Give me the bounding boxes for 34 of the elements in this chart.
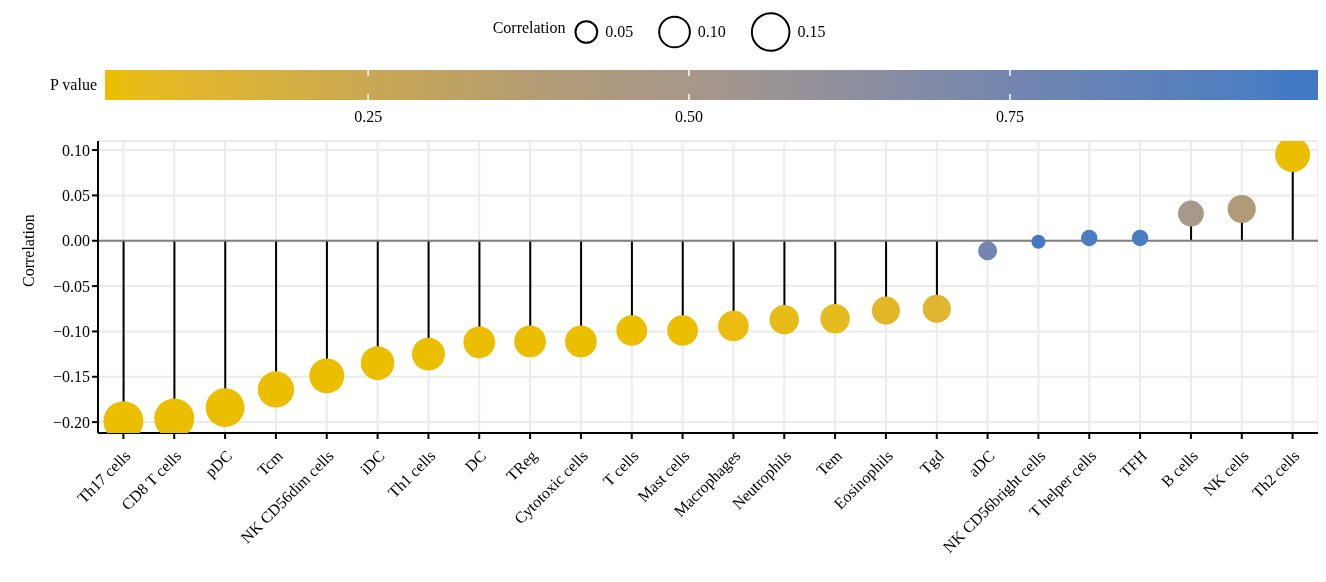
y-tick-label: −0.20	[52, 413, 90, 431]
legend-title: Correlation	[492, 19, 566, 36]
color-bar-label: 0.50	[675, 108, 704, 125]
point	[463, 326, 496, 359]
legend-label: 0.15	[797, 23, 826, 40]
point	[565, 325, 597, 358]
y-tick-label: −0.15	[52, 368, 90, 386]
legend-label: 0.05	[605, 23, 634, 40]
y-tick-label: −0.05	[52, 277, 90, 295]
point	[769, 304, 799, 335]
x-tick-label: T cells	[599, 447, 642, 490]
x-tick-label: Tgd	[916, 447, 948, 478]
point	[820, 304, 850, 334]
x-tick-label: Tcm	[253, 446, 287, 479]
point	[922, 294, 951, 323]
y-tick-label: −0.10	[52, 323, 90, 341]
legend-label: 0.10	[697, 23, 726, 40]
point	[718, 310, 749, 342]
y-tick-label: 0.05	[62, 187, 90, 205]
point	[616, 315, 648, 346]
x-tick-label: B cells	[1157, 447, 1201, 491]
x-tick-label: TFH	[1116, 446, 1151, 481]
color-bar-label: 0.25	[354, 108, 383, 125]
y-tick-label: 0.10	[62, 141, 90, 159]
point	[871, 296, 900, 325]
color-bar-label: 0.75	[995, 108, 1024, 125]
y-axis-title: Correlation	[19, 214, 37, 287]
y-tick-label: 0.00	[62, 232, 90, 250]
point	[514, 325, 546, 358]
point	[667, 315, 698, 346]
color-bar-title: P value	[50, 76, 97, 93]
x-tick-label: DC	[461, 447, 490, 475]
x-tick-label: aDC	[964, 447, 998, 480]
point	[1227, 194, 1256, 224]
